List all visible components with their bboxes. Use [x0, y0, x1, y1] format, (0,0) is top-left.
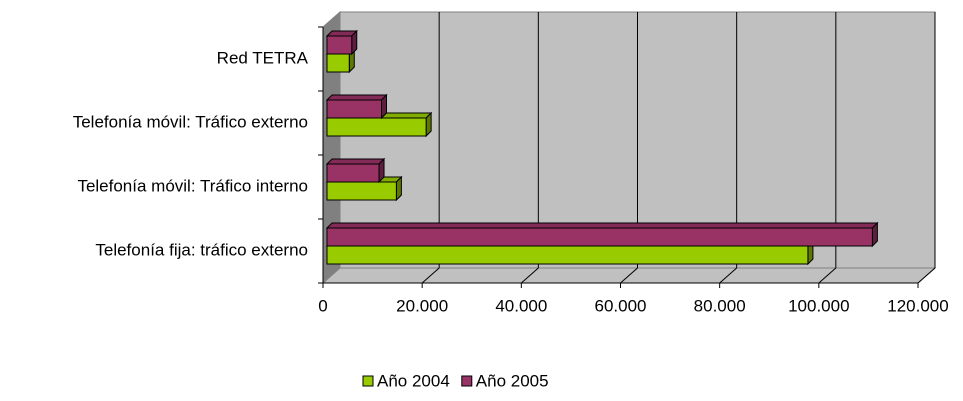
floor-grid-line: [620, 267, 638, 284]
floor-grid-line: [719, 267, 737, 284]
bar: [325, 221, 879, 248]
y-tick-label: Red TETRA: [217, 48, 309, 67]
bar-front: [326, 35, 353, 55]
y-tick-label: Telefonía fija: tráfico externo: [95, 240, 308, 259]
x-tick-label: 60.000: [595, 296, 647, 315]
y-tick-label: Telefonía móvil: Tráfico externo: [73, 112, 308, 131]
x-tick-label: 120.000: [887, 296, 948, 315]
x-tick-label: 80.000: [694, 296, 746, 315]
x-tick-label: 100.000: [788, 296, 849, 315]
bar-top: [325, 158, 386, 165]
bar: [325, 93, 388, 120]
x-tick-label: 20.000: [396, 296, 448, 315]
floor-grid-line: [818, 267, 837, 284]
legend-label: Año 2005: [476, 371, 549, 390]
floor-grid-line: [917, 267, 936, 284]
legend-swatch: [461, 375, 473, 387]
bar: [325, 29, 358, 56]
bar-top: [325, 94, 388, 101]
x-tick-label: 40.000: [495, 296, 547, 315]
bar-front: [326, 163, 380, 183]
bar-front: [326, 181, 397, 201]
bar: [325, 157, 386, 184]
y-tick-label: Telefonía móvil: Tráfico interno: [77, 176, 308, 195]
bar-front: [326, 53, 350, 73]
bar-front: [326, 99, 382, 119]
bar-front: [326, 245, 809, 265]
floor-grid-line: [421, 267, 440, 284]
x-tick-label: 0: [318, 296, 327, 315]
bar-front: [326, 227, 873, 247]
bar-front: [326, 117, 427, 137]
bars: [325, 29, 879, 266]
bar-top: [325, 222, 879, 229]
floor-grid-line: [521, 267, 539, 284]
legend-swatch: [362, 375, 374, 387]
legend-label: Año 2004: [377, 371, 450, 390]
